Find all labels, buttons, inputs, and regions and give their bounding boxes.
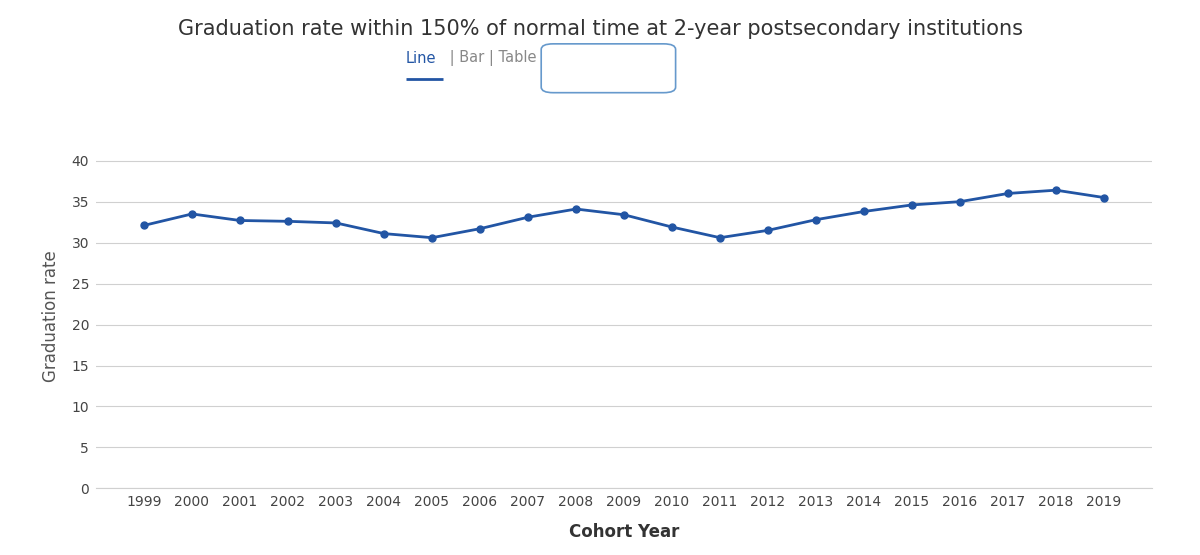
Text: Modify Years: Modify Years bbox=[563, 51, 654, 66]
Text: Line: Line bbox=[406, 51, 436, 66]
Y-axis label: Graduation rate: Graduation rate bbox=[42, 250, 60, 382]
X-axis label: Cohort Year: Cohort Year bbox=[569, 523, 679, 541]
Text: Graduation rate within 150% of normal time at 2-year postsecondary institutions: Graduation rate within 150% of normal ti… bbox=[178, 19, 1022, 39]
Text: | Bar | Table: | Bar | Table bbox=[445, 51, 536, 66]
